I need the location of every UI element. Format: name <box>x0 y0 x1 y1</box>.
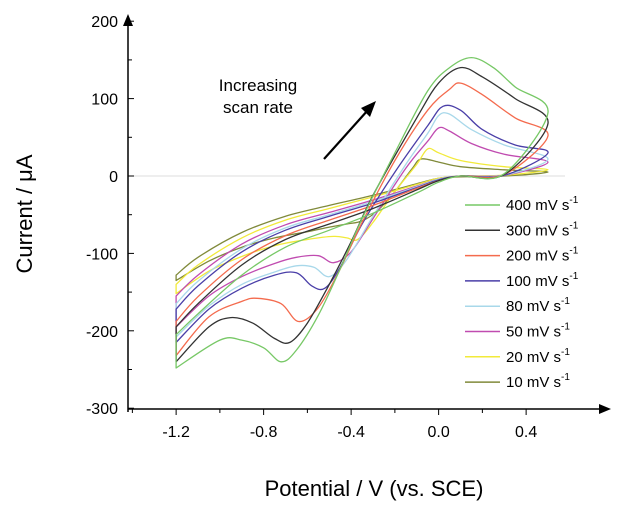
cv-curve-20-mv-s <box>175 147 549 295</box>
legend-label: 20 mV s-1 <box>506 347 570 366</box>
legend-label: 10 mV s-1 <box>506 372 570 391</box>
axis-ticks: -300 -200 -100 0 100 200 -1.2 -0.8 -0.4 0.0 0.4 <box>86 14 537 441</box>
legend-label: 80 mV s-1 <box>506 296 570 315</box>
cv-curve-400-mv-s <box>175 56 549 369</box>
y-tick-label: -300 <box>86 401 118 418</box>
legend-label: 300 mV s-1 <box>506 220 579 239</box>
legend-label: 50 mV s-1 <box>506 322 570 341</box>
cv-curve-200-mv-s <box>175 82 549 357</box>
x-tick-label: -0.8 <box>250 424 278 441</box>
increase-arrow-head <box>361 101 376 117</box>
x-tick-label: 0.4 <box>515 424 537 441</box>
y-tick-label: -100 <box>86 246 118 263</box>
y-tick-label: -200 <box>86 324 118 341</box>
cv-curve-100-mv-s <box>175 104 549 344</box>
cv-curve-300-mv-s <box>175 66 549 363</box>
cv-curve-10-mv-s <box>175 158 549 282</box>
x-tick-label: 0.0 <box>428 424 450 441</box>
legend-label: 400 mV s-1 <box>506 195 579 214</box>
annotation-line-2: scan rate <box>223 98 293 117</box>
y-tick-label: 200 <box>91 14 118 31</box>
cv-curve-50-mv-s <box>175 126 549 328</box>
scan-rate-annotation: Increasing scan rate <box>219 76 376 160</box>
legend-label: 200 mV s-1 <box>506 246 579 265</box>
cv-curves <box>175 56 549 369</box>
x-axis-arrowhead <box>599 404 611 414</box>
x-tick-label: -1.2 <box>162 424 190 441</box>
increase-arrow-shaft <box>323 109 369 160</box>
legend: 400 mV s-1 300 mV s-1 200 mV s-1 100 mV s-1… <box>465 195 579 391</box>
cv-curve-80-mv-s <box>175 112 549 338</box>
x-axis-title: Potential / V (vs. SCE) <box>265 476 484 501</box>
y-axis-arrowhead <box>123 14 133 26</box>
y-axis-title: Current / μA <box>12 154 37 273</box>
legend-label: 100 mV s-1 <box>506 271 579 290</box>
y-tick-label: 100 <box>91 92 118 109</box>
y-tick-label: 0 <box>109 169 118 186</box>
x-tick-label: -0.4 <box>337 424 365 441</box>
annotation-line-1: Increasing <box>219 76 297 95</box>
